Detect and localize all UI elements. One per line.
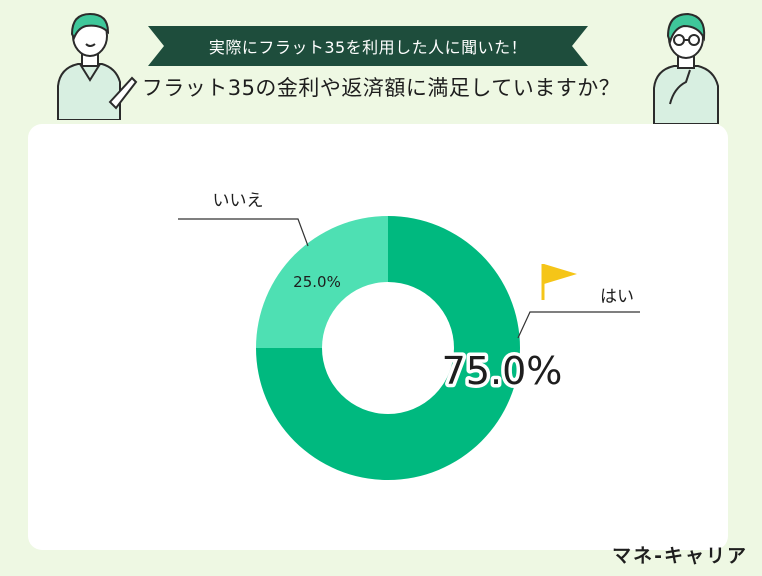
person-pointing-icon — [50, 8, 140, 124]
banner-ribbon — [148, 26, 588, 66]
donut-hole — [322, 282, 454, 414]
flag-icon — [541, 264, 577, 300]
label-leader-no — [178, 218, 309, 247]
donut-chart: いいえ 25.0% はい 75.0% — [178, 191, 640, 480]
data-label-yes: 75.0% — [442, 349, 563, 393]
brand-logo: マネ-キャリア — [612, 545, 748, 567]
banner-title: 実際にフラット35を利用した人に聞いた！ — [208, 38, 528, 57]
title-banner: 実際にフラット35を利用した人に聞いた！ — [148, 26, 588, 66]
label-leader-yes — [517, 311, 640, 339]
category-label-no: いいえ — [213, 191, 264, 211]
data-label-no: 25.0% — [293, 273, 341, 291]
category-label-yes: はい — [600, 287, 634, 307]
question-title: フラット35の金利や返済額に満足していますか？ — [141, 76, 621, 100]
chart-card: いいえ 25.0% はい 75.0% — [28, 124, 728, 550]
person-thinking-icon — [640, 8, 730, 128]
